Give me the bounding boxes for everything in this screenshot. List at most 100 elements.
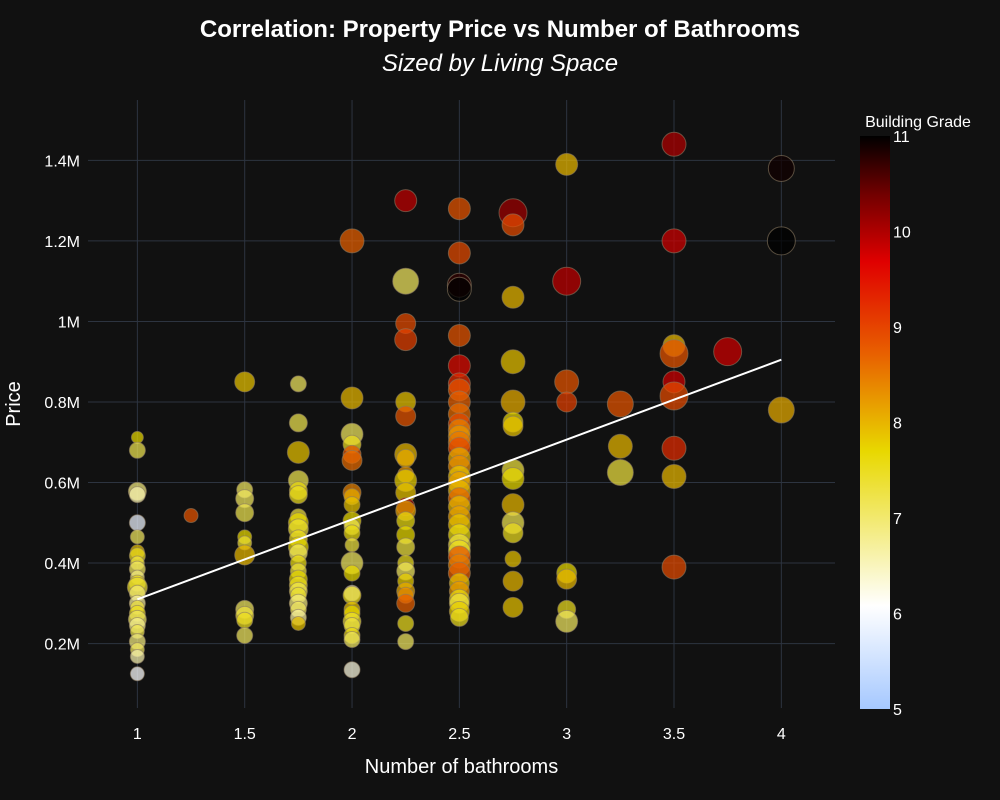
data-point bbox=[555, 609, 579, 633]
data-point bbox=[396, 448, 416, 468]
data-point bbox=[236, 627, 254, 645]
data-point bbox=[661, 131, 687, 157]
data-point bbox=[343, 564, 361, 582]
y-axis-label: Price bbox=[3, 381, 25, 427]
data-point bbox=[447, 197, 471, 221]
data-point bbox=[341, 449, 363, 471]
data-point bbox=[234, 371, 256, 393]
trendline-group bbox=[137, 358, 782, 601]
data-point bbox=[661, 228, 687, 254]
data-point bbox=[343, 631, 361, 649]
data-point bbox=[713, 337, 743, 367]
data-point bbox=[343, 661, 361, 679]
data-point bbox=[556, 568, 578, 590]
data-point bbox=[288, 413, 308, 433]
colorbar-tick-label: 6 bbox=[893, 607, 902, 624]
data-point bbox=[129, 529, 145, 545]
data-point bbox=[396, 537, 416, 557]
y-tick-label: 1M bbox=[58, 314, 80, 331]
data-point bbox=[449, 607, 469, 627]
y-tick-label: 1.4M bbox=[44, 153, 80, 170]
y-tick-label: 1.2M bbox=[44, 234, 80, 251]
colorbar-tick-label: 11 bbox=[893, 129, 910, 146]
trendline bbox=[137, 358, 782, 601]
colorbar-tick-label: 7 bbox=[893, 511, 902, 528]
colorbar-tick-label: 9 bbox=[893, 320, 902, 337]
data-point bbox=[236, 611, 254, 629]
data-point bbox=[340, 386, 364, 410]
data-point bbox=[552, 266, 582, 296]
colorbar: Building Grade 5 6 7 8 9 10 11 bbox=[860, 114, 971, 719]
colorbar-title: Building Grade bbox=[865, 114, 971, 131]
data-point bbox=[397, 614, 415, 632]
data-point bbox=[394, 189, 418, 213]
data-point bbox=[343, 496, 361, 514]
data-point bbox=[554, 369, 580, 395]
y-tick-label: 0.4M bbox=[44, 556, 80, 573]
data-point bbox=[289, 375, 307, 393]
data-point bbox=[501, 213, 525, 237]
data-point bbox=[447, 241, 471, 265]
data-point bbox=[129, 648, 145, 664]
data-point bbox=[661, 463, 687, 489]
x-tick-label: 3 bbox=[562, 726, 571, 743]
colorbar-tick-label: 10 bbox=[893, 225, 911, 242]
data-point bbox=[556, 391, 578, 413]
data-point bbox=[339, 228, 365, 254]
axis-labels: 1 1.5 2 2.5 3 3.5 4 0.2M 0.4M 0.6M 0.8M 1M 1.2M 1.4M N… bbox=[3, 153, 786, 778]
x-tick-label: 2.5 bbox=[448, 726, 470, 743]
data-point bbox=[502, 596, 524, 618]
chart-subtitle: Sized by Living Space bbox=[381, 50, 619, 77]
data-point bbox=[504, 550, 522, 568]
y-tick-label: 0.8M bbox=[44, 395, 80, 412]
x-tick-label: 1 bbox=[133, 726, 142, 743]
data-point bbox=[500, 389, 526, 415]
data-point bbox=[290, 615, 306, 631]
data-point bbox=[767, 154, 795, 182]
data-point bbox=[392, 267, 420, 295]
data-point bbox=[767, 396, 795, 424]
x-axis-label: Number of bathrooms bbox=[365, 756, 558, 778]
data-point bbox=[128, 514, 146, 532]
data-point bbox=[286, 440, 310, 464]
data-point bbox=[128, 486, 146, 504]
colorbar-tick-label: 5 bbox=[893, 702, 902, 719]
y-tick-label: 0.6M bbox=[44, 476, 80, 493]
data-point bbox=[661, 554, 687, 580]
data-point bbox=[502, 522, 524, 544]
data-point bbox=[288, 485, 308, 505]
data-point bbox=[129, 666, 145, 682]
data-point bbox=[447, 324, 471, 348]
data-point bbox=[344, 537, 360, 553]
data-point bbox=[661, 435, 687, 461]
data-point bbox=[394, 328, 418, 352]
colorbar-tick-label: 8 bbox=[893, 416, 902, 433]
data-point bbox=[607, 433, 633, 459]
data-point bbox=[395, 405, 417, 427]
data-point bbox=[183, 508, 199, 524]
y-tick-label: 0.2M bbox=[44, 637, 80, 654]
data-point bbox=[501, 466, 525, 490]
data-point bbox=[446, 276, 472, 302]
data-point bbox=[501, 285, 525, 309]
data-point bbox=[555, 152, 579, 176]
chart-title: Correlation: Property Price vs Number of… bbox=[199, 16, 801, 43]
data-point bbox=[606, 458, 634, 486]
data-point bbox=[397, 633, 415, 651]
data-points bbox=[126, 131, 796, 682]
data-point bbox=[500, 349, 526, 375]
data-point bbox=[606, 390, 634, 418]
data-point bbox=[766, 226, 796, 256]
x-tick-label: 1.5 bbox=[234, 726, 256, 743]
x-tick-label: 3.5 bbox=[663, 726, 685, 743]
data-point bbox=[502, 415, 524, 437]
data-point bbox=[659, 339, 689, 369]
data-point bbox=[235, 503, 255, 523]
x-tick-label: 2 bbox=[348, 726, 357, 743]
data-point bbox=[396, 593, 416, 613]
x-tick-label: 4 bbox=[777, 726, 786, 743]
data-point bbox=[130, 430, 144, 444]
colorbar-gradient bbox=[860, 136, 890, 709]
data-point bbox=[128, 441, 146, 459]
